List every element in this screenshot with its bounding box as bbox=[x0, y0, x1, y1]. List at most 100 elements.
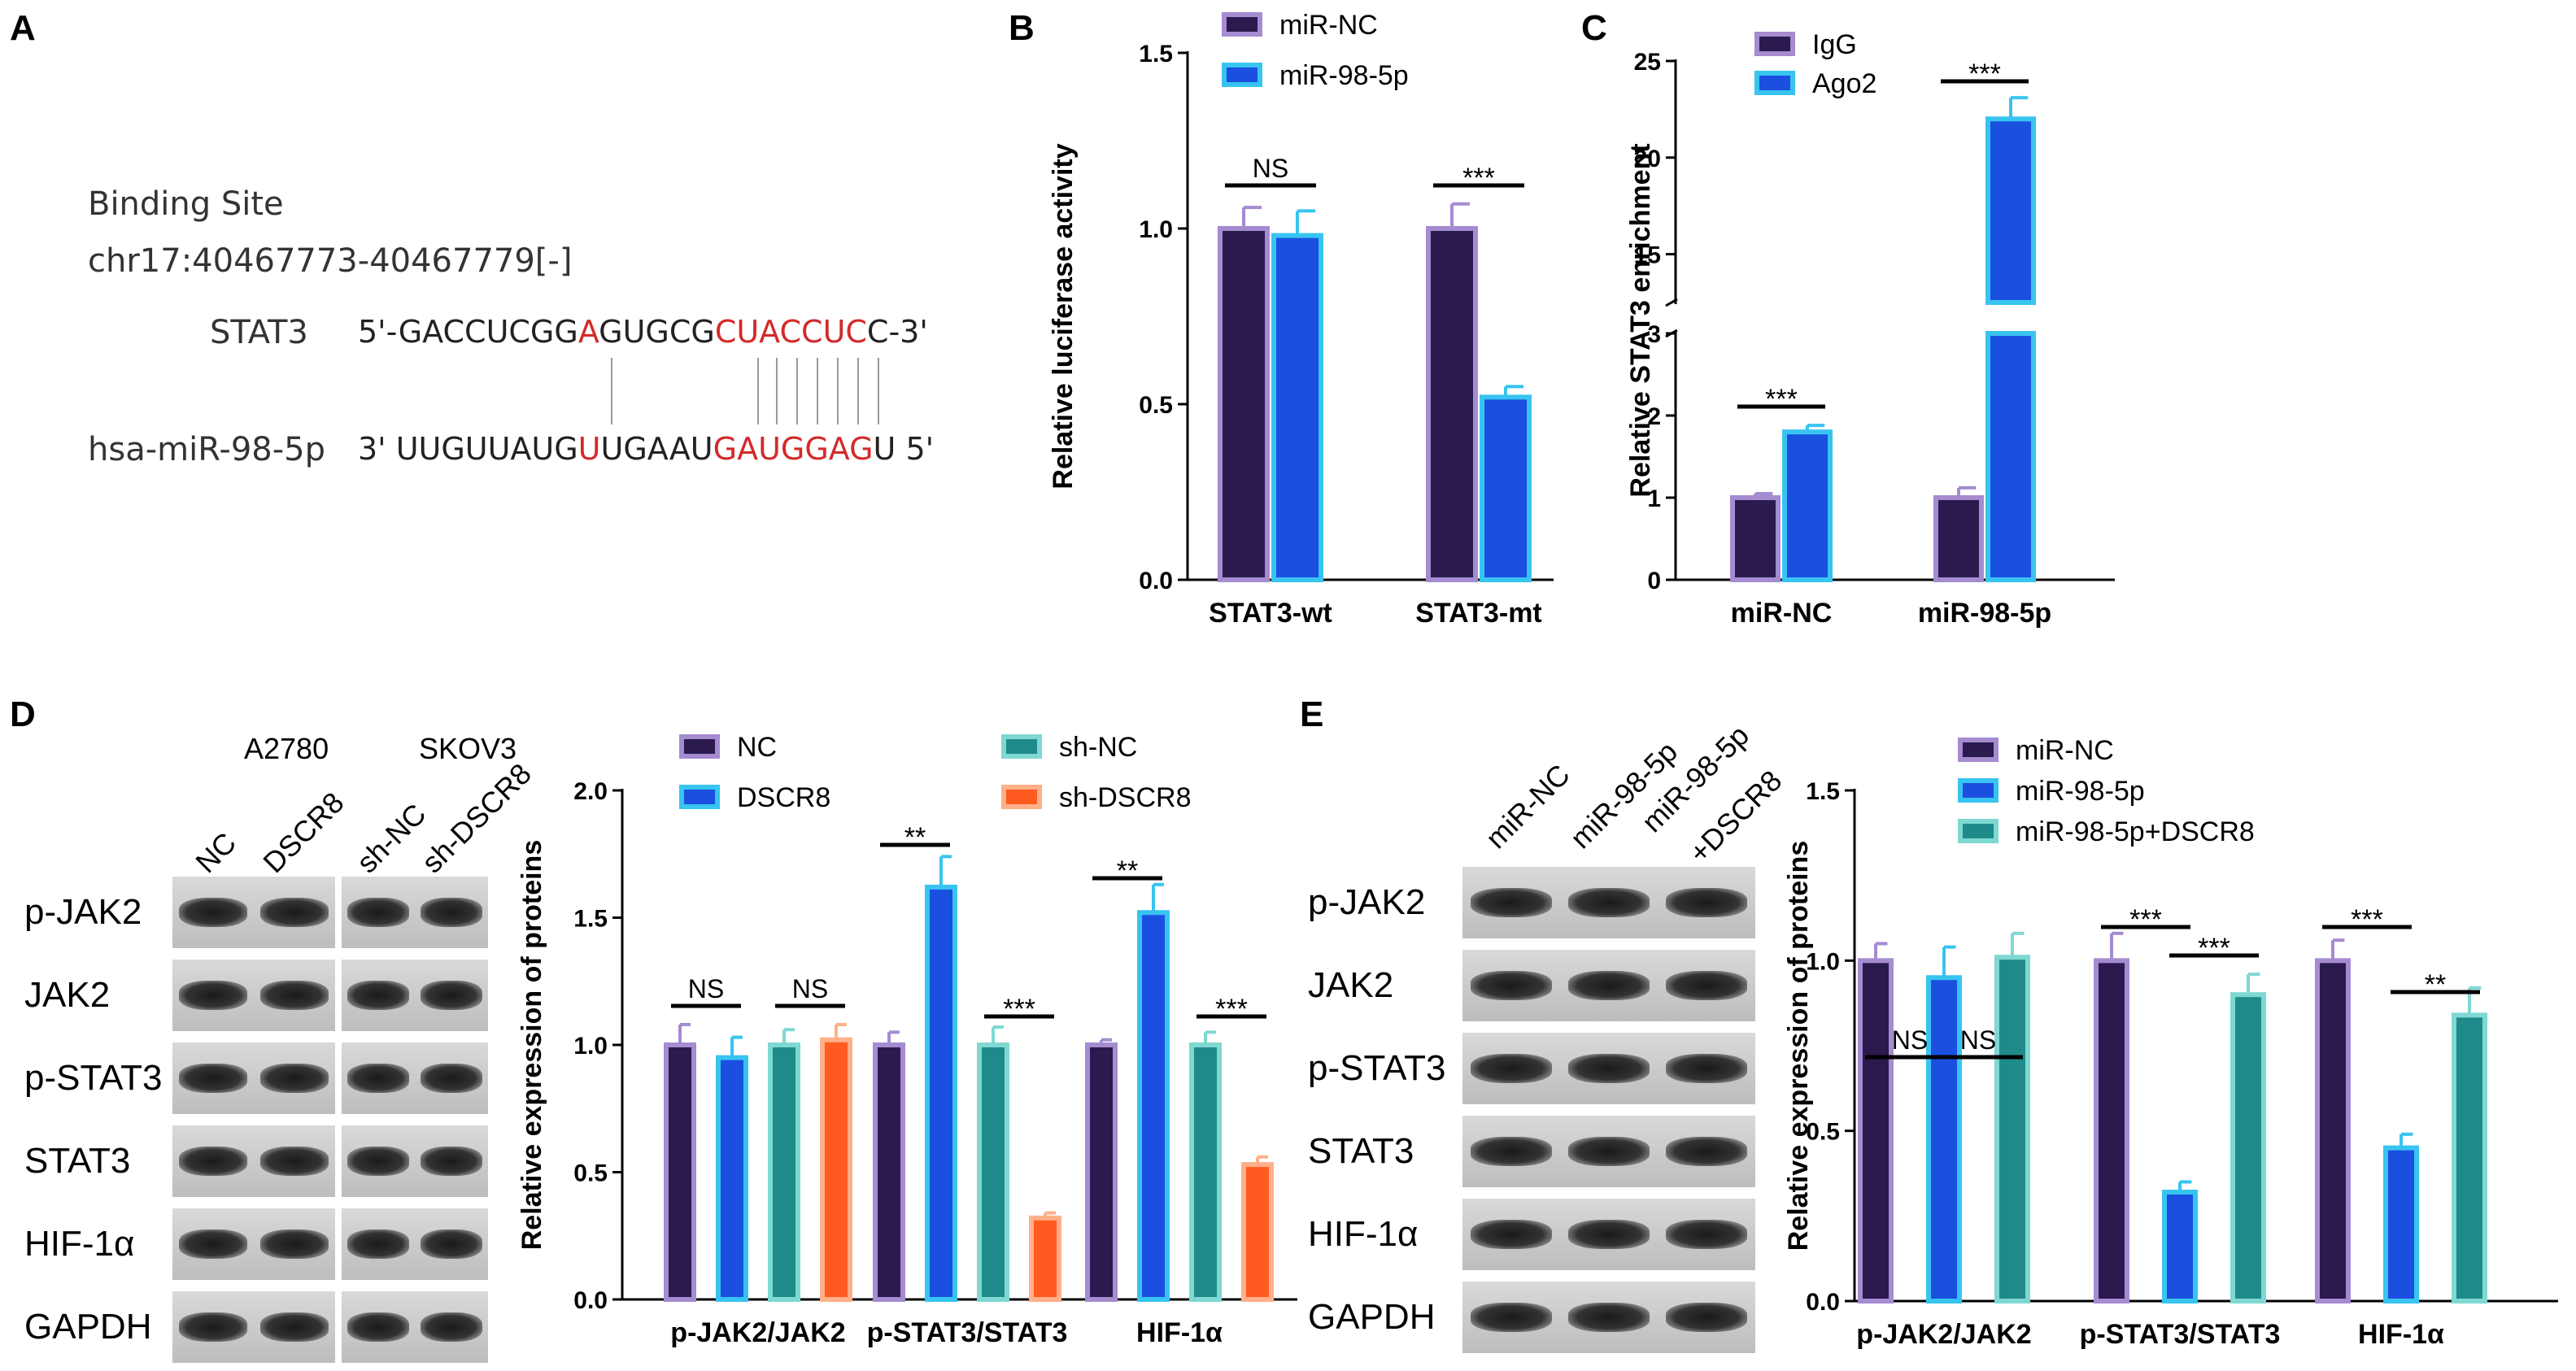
blot-band bbox=[179, 981, 247, 1010]
blot-band bbox=[1567, 1137, 1650, 1166]
blot-band bbox=[1665, 1054, 1748, 1083]
panel-letter-b: B bbox=[1009, 8, 1035, 48]
x-category-label: HIF-1α bbox=[1136, 1317, 1223, 1348]
y-tick-label: 0.5 bbox=[1806, 1119, 1840, 1146]
mir-seq-part-4: U 5' bbox=[873, 431, 935, 467]
binding-site-title: Binding Site bbox=[88, 185, 284, 223]
legend-label: miR-98-5p+DSCR8 bbox=[2016, 816, 2255, 847]
significance-label: *** bbox=[2129, 904, 2162, 935]
legend-swatch bbox=[1222, 63, 1262, 87]
blot-lane-label: sh-NC bbox=[350, 797, 433, 880]
panel-letter-c: C bbox=[1581, 8, 1607, 48]
bar bbox=[1480, 394, 1532, 582]
significance-label: NS bbox=[688, 974, 724, 1003]
bar bbox=[1241, 1162, 1274, 1302]
blot-lane-label: DSCR8 bbox=[256, 786, 351, 880]
pairing-lines bbox=[611, 358, 879, 424]
significance-label: NS bbox=[1892, 1025, 1928, 1055]
significance-label: *** bbox=[1765, 384, 1798, 415]
legend-swatch bbox=[1958, 819, 1998, 843]
bar bbox=[1985, 331, 2036, 582]
bar bbox=[664, 1042, 696, 1302]
y-tick-label: 3 bbox=[1647, 321, 1661, 348]
legend-swatch bbox=[679, 734, 720, 759]
blot-band bbox=[1470, 1137, 1553, 1166]
legend-swatch bbox=[679, 785, 720, 809]
panel-letter-e: E bbox=[1300, 694, 1324, 734]
bar bbox=[2094, 958, 2129, 1304]
chart-e-expression: 0.0 0.5 1.0 1.5 Relative expression of prote… bbox=[1783, 735, 2558, 1350]
blot-strip bbox=[342, 1125, 488, 1197]
legend-label: sh-DSCR8 bbox=[1059, 782, 1191, 813]
y-tick-label: 1.5 bbox=[573, 906, 608, 933]
blot-row-label: HIF-1α bbox=[24, 1224, 135, 1264]
y-axis-label: Relative STAT3 enrichment bbox=[1625, 143, 1656, 497]
y-tick-label: 0.0 bbox=[1806, 1289, 1840, 1316]
blot-band bbox=[179, 1230, 247, 1259]
y-axis-label: Relative expression of proteins bbox=[1783, 841, 1814, 1251]
blot-strip bbox=[342, 877, 488, 948]
y-tick-label: 2 bbox=[1647, 403, 1661, 430]
x-category-label: p-JAK2/JAK2 bbox=[670, 1317, 845, 1348]
significance-label: *** bbox=[2198, 933, 2230, 964]
blot-band bbox=[179, 898, 247, 927]
bar bbox=[1926, 975, 1962, 1304]
blot-band bbox=[260, 1230, 329, 1259]
significance-label: NS bbox=[792, 974, 828, 1003]
bar bbox=[1029, 1215, 1061, 1303]
bar bbox=[768, 1042, 800, 1302]
legend-swatch bbox=[1958, 738, 1998, 762]
y-tick-label: 1.5 bbox=[1806, 778, 1840, 805]
legend-swatch bbox=[1001, 734, 1042, 759]
significance-label: *** bbox=[1215, 994, 1248, 1025]
chart-d-expression: 0.0 0.5 1.0 1.5 2.0 Relative expression of pr… bbox=[517, 732, 1297, 1348]
blot-row-label: GAPDH bbox=[1308, 1297, 1436, 1337]
blot-band bbox=[1470, 888, 1553, 917]
significance-label: *** bbox=[2351, 904, 2383, 935]
legend-swatch bbox=[1754, 71, 1795, 95]
legend-label: DSCR8 bbox=[737, 782, 830, 813]
blot-band bbox=[1665, 971, 1748, 1000]
panel-letter-d: D bbox=[10, 694, 36, 734]
blot-band bbox=[421, 1230, 482, 1259]
legend-swatch bbox=[1222, 12, 1262, 37]
blot-band bbox=[347, 1312, 409, 1342]
bar bbox=[2315, 958, 2351, 1304]
bar bbox=[1426, 226, 1478, 582]
legend-label: NC bbox=[737, 732, 777, 763]
legend-label: Ago2 bbox=[1812, 68, 1876, 99]
mir-seq-part-0: 3' UUGUUAUG bbox=[358, 431, 578, 467]
blot-strip bbox=[342, 960, 488, 1031]
y-tick-label: 20 bbox=[1634, 146, 1661, 172]
blot-strip bbox=[172, 877, 335, 948]
bar bbox=[1189, 1042, 1222, 1302]
blot-strip bbox=[342, 1208, 488, 1280]
axis-break-mark bbox=[1665, 329, 1678, 338]
blot-row-label: p-JAK2 bbox=[1308, 882, 1426, 922]
y-tick-label: 1.0 bbox=[573, 1033, 608, 1060]
x-category-label: STAT3-mt bbox=[1415, 598, 1542, 629]
stat3-seq-part-4: C-3' bbox=[866, 314, 928, 350]
blot-row-label: HIF-1α bbox=[1308, 1214, 1419, 1254]
blot-band bbox=[421, 1064, 482, 1093]
blot-strip bbox=[1462, 867, 1755, 938]
bar bbox=[2230, 992, 2266, 1304]
stat3-seq-part-1: A bbox=[578, 314, 599, 350]
blot-strip bbox=[172, 1125, 335, 1197]
mir-sequence: 3' UUGUUAUGUUGAAUGAUGGAGU 5' bbox=[358, 431, 934, 467]
blot-strip bbox=[1462, 950, 1755, 1021]
blot-band bbox=[260, 981, 329, 1010]
bar bbox=[977, 1042, 1009, 1302]
legend-label: sh-NC bbox=[1059, 732, 1137, 763]
x-category-label: p-JAK2/JAK2 bbox=[1856, 1319, 2031, 1350]
bar bbox=[1271, 233, 1323, 582]
blot-d-group-a2780: A2780 bbox=[244, 732, 329, 765]
blot-row-label: p-STAT3 bbox=[1308, 1048, 1446, 1088]
significance-label: NS bbox=[1253, 154, 1288, 183]
significance-label: ** bbox=[2425, 969, 2446, 1000]
blot-band bbox=[179, 1312, 247, 1342]
stat3-sequence: 5'-GACCUCGGAGUGCGCUACCUCC-3' bbox=[358, 314, 928, 350]
mir-seq-part-2: UGAAU bbox=[600, 431, 713, 467]
blot-band bbox=[347, 898, 409, 927]
blot-band bbox=[1665, 1220, 1748, 1249]
